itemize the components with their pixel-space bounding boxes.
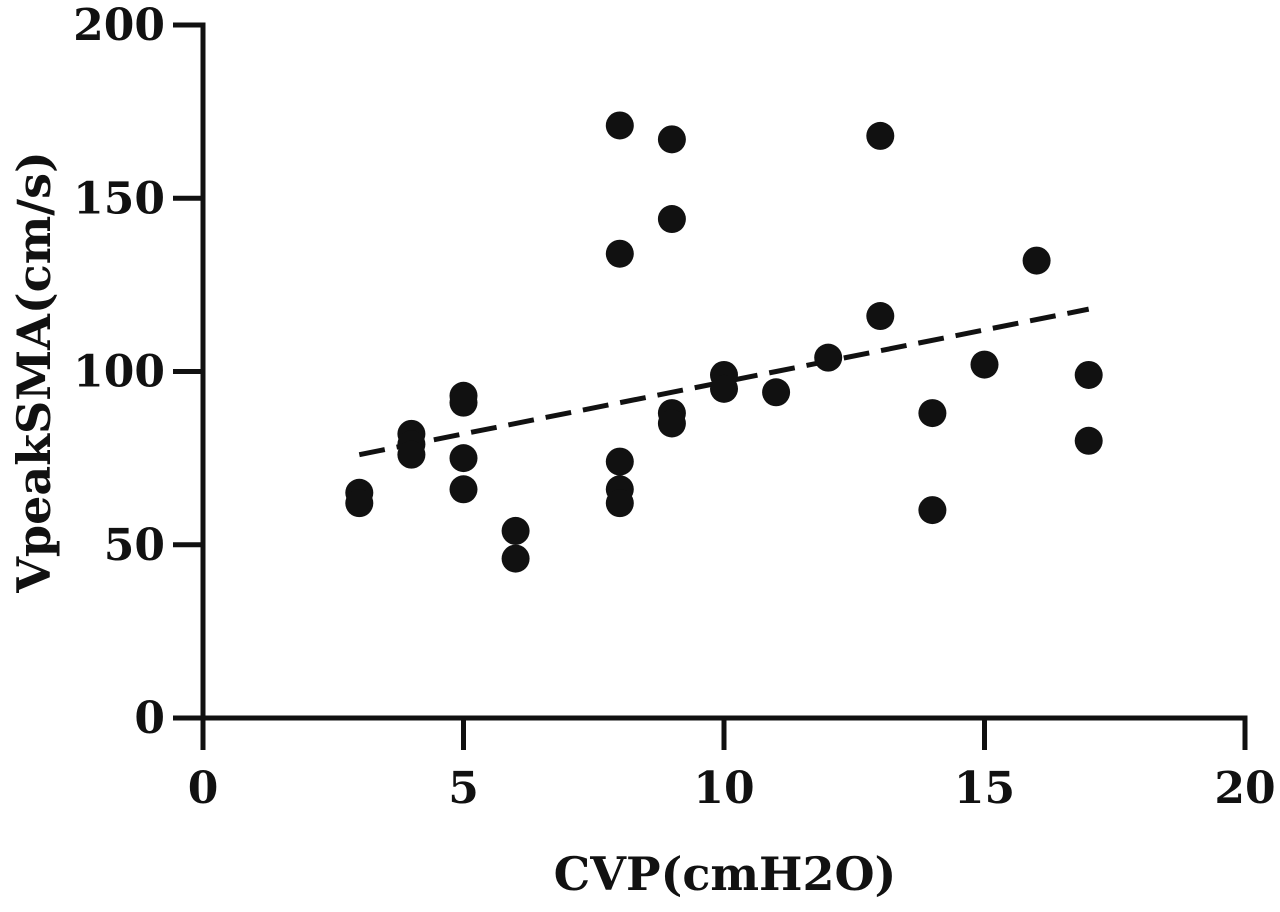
y-axis-title: VpeakSMA(cm/s) — [7, 151, 61, 594]
data-point — [657, 125, 686, 154]
data-point — [1022, 246, 1051, 275]
data-point — [501, 544, 530, 573]
data-point — [710, 374, 738, 403]
x-tick-label: 15 — [954, 763, 1015, 814]
data-point — [657, 205, 686, 234]
data-point — [866, 302, 895, 331]
y-tick-label: 150 — [73, 173, 165, 224]
y-tick-label: 0 — [134, 693, 165, 744]
data-point — [605, 489, 634, 518]
data-point — [449, 388, 478, 417]
data-point — [1074, 360, 1103, 389]
y-tick-label: 50 — [104, 520, 165, 571]
data-point — [918, 496, 947, 525]
data-point — [449, 475, 478, 504]
data-point — [605, 239, 634, 268]
data-point — [918, 399, 947, 428]
data-point — [345, 489, 374, 518]
y-tick-label: 200 — [73, 0, 165, 51]
x-axis-ticks: 0 5 10 15 20 — [188, 718, 1276, 814]
x-axis-title: CVP(cmH2O) — [554, 847, 897, 901]
x-tick-label: 10 — [693, 763, 754, 814]
data-point — [1074, 426, 1103, 455]
x-tick-label: 5 — [448, 763, 479, 814]
data-point — [449, 444, 478, 473]
data-point — [605, 111, 634, 140]
data-point — [970, 350, 999, 379]
data-point — [397, 440, 426, 469]
data-point — [657, 409, 686, 438]
data-point — [814, 343, 843, 372]
data-point — [501, 516, 530, 545]
x-tick-label: 20 — [1214, 763, 1275, 814]
points-layer — [345, 111, 1103, 573]
data-point — [605, 447, 634, 476]
trendline — [358, 306, 1090, 458]
data-point — [866, 121, 895, 150]
y-axis-ticks: 0 50 100 150 200 — [73, 0, 203, 744]
trendline-layer — [358, 306, 1090, 458]
data-point — [762, 378, 791, 407]
x-tick-label: 0 — [188, 763, 219, 814]
y-tick-label: 100 — [73, 347, 165, 398]
